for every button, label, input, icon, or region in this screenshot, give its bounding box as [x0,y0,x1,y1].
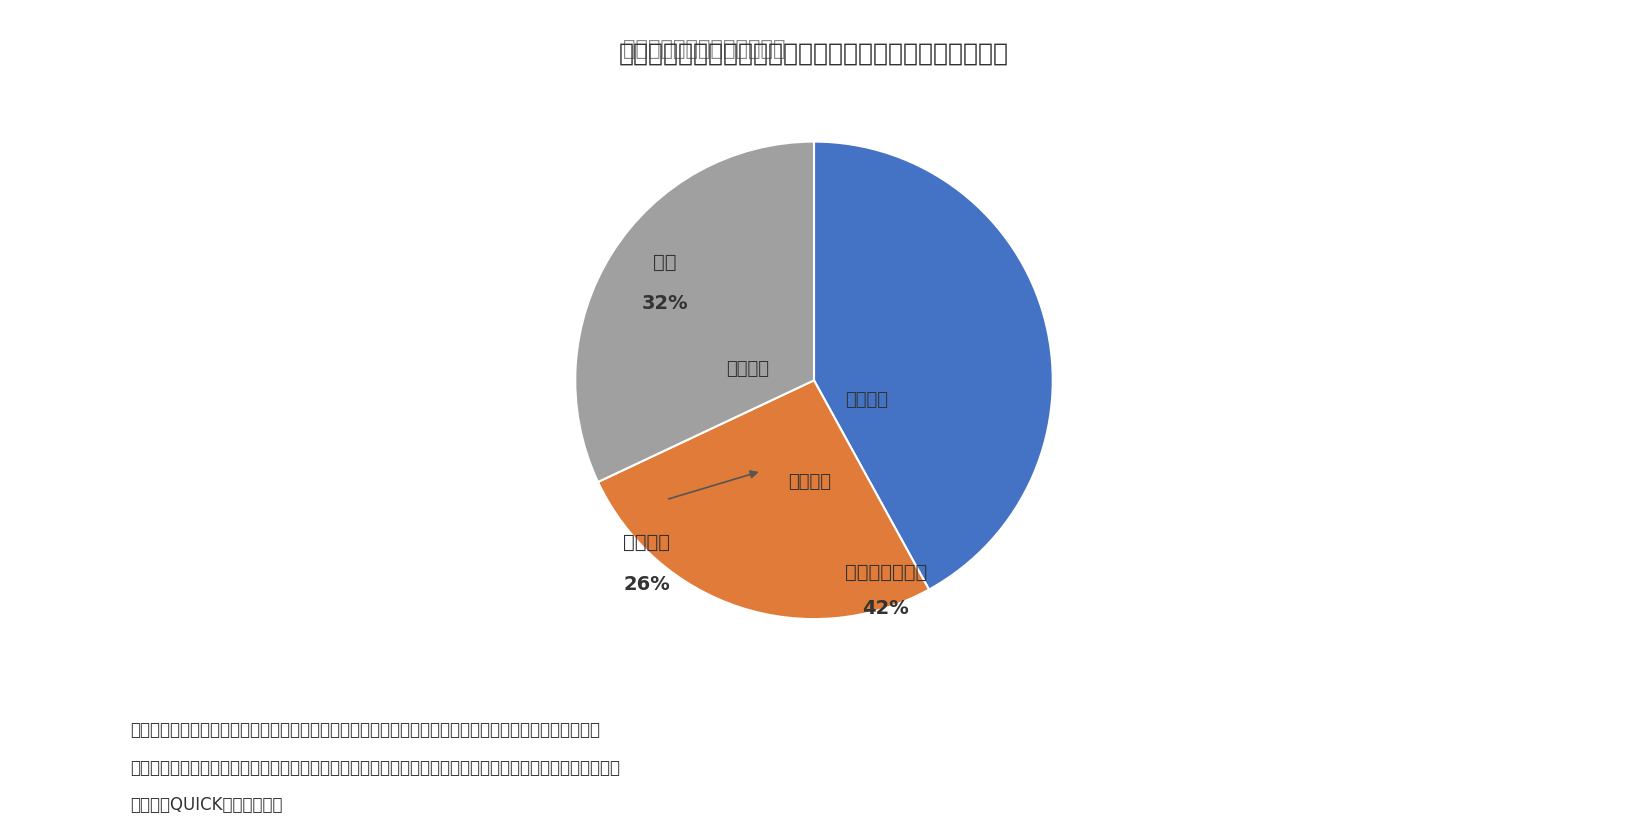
Text: ６２２社: ６２２社 [845,391,887,409]
Text: 42%: 42% [863,598,908,617]
Wedge shape [814,142,1053,590]
Text: 通期予想経常利益の開示状況: 通期予想経常利益の開示状況 [624,39,785,59]
Text: （注）東証１部３月決算企業。「期初に開示済み」は７月１９日までに通期見通しを公表していた企業、: （注）東証１部３月決算企業。「期初に開示済み」は７月１９日までに通期見通しを公表… [130,720,601,739]
Text: ４７９社: ４７９社 [726,360,768,378]
Text: 【図表１】依然として３割超の企業が業績見通し「未定」: 【図表１】依然として３割超の企業が業績見通し「未定」 [619,42,1009,65]
Text: ３７６社: ３７６社 [788,472,830,490]
Wedge shape [575,142,814,483]
Wedge shape [597,381,930,619]
Text: 26%: 26% [624,574,671,593]
Text: 32%: 32% [641,294,689,313]
Text: 未定: 未定 [653,253,677,271]
Text: 「今回開示」は７月２０日～８月１４日に初めて開示した企業、「未定」には見通し取り下げを含む。: 「今回開示」は７月２０日～８月１４日に初めて開示した企業、「未定」には見通し取り… [130,758,620,776]
Text: （資料）QUICKより筆者作成: （資料）QUICKより筆者作成 [130,795,283,813]
Text: 期初に開示済み: 期初に開示済み [845,562,926,581]
Text: 今回開示: 今回開示 [624,532,671,551]
